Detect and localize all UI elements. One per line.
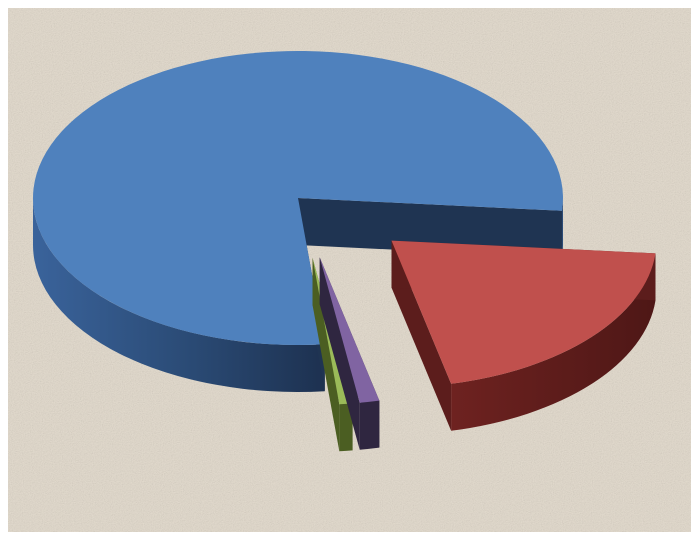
slice-top-face [391, 240, 656, 384]
slice-side-wall [33, 198, 325, 392]
slice-side-wall [561, 198, 563, 258]
chart-area [8, 8, 691, 532]
pie-slice-3 [319, 257, 380, 450]
pie-chart [8, 8, 691, 532]
slice-top-face [32, 50, 563, 345]
slice-top-face [319, 257, 380, 403]
pie-slice-1 [32, 50, 563, 392]
slice-side-wall [451, 253, 656, 431]
slice-cut-face [298, 198, 562, 258]
slices-layer [32, 50, 656, 452]
pie-slice-2 [391, 240, 656, 431]
